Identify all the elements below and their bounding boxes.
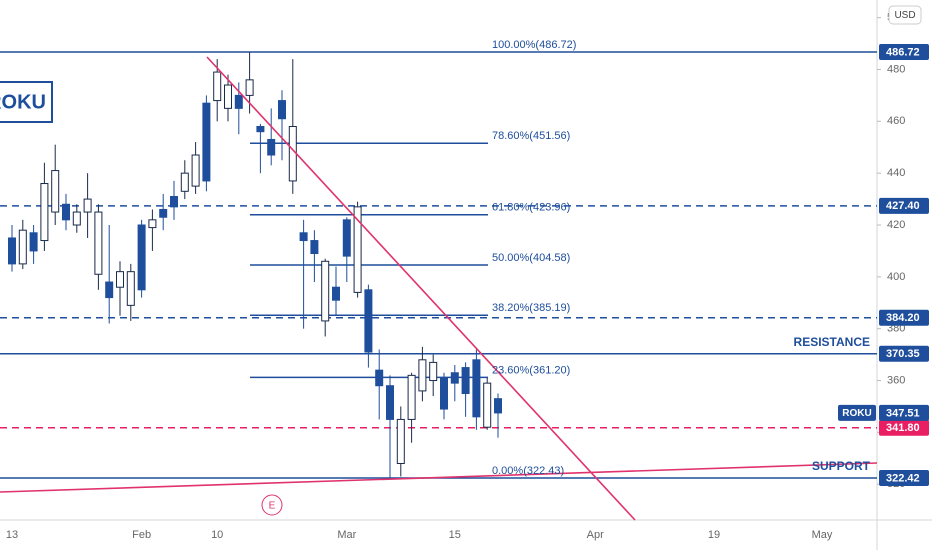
currency-button[interactable]: [888, 5, 922, 25]
candle-body: [299, 232, 308, 242]
y-tick-label: 420: [887, 219, 905, 231]
currency-label[interactable]: USD: [894, 10, 915, 21]
price-badge-label: 427.40: [886, 200, 920, 212]
candle-body: [94, 211, 103, 275]
candle-body: [137, 224, 146, 291]
support-trend-line: [0, 462, 878, 493]
candle-body: [364, 289, 373, 353]
candle-body: [170, 195, 178, 208]
fib-label: 38.20%(385.19): [492, 302, 570, 314]
fib-label: 78.60%(451.56): [492, 130, 570, 142]
y-tick-label: 440: [887, 167, 905, 179]
candle-body: [148, 219, 157, 229]
fib-label: 50.00%(404.58): [492, 252, 570, 264]
candle-body: [418, 359, 427, 392]
candle-body: [321, 260, 330, 322]
candle-body: [288, 126, 297, 182]
candle-body: [159, 208, 168, 218]
fib-label: 23.60%(361.20): [492, 364, 570, 376]
x-tick-label: 15: [449, 529, 461, 541]
price-badge: [879, 44, 929, 61]
symbol-badge: [838, 404, 876, 421]
candle-body: [40, 183, 49, 242]
last-price-label: 347.51: [886, 407, 920, 419]
candle-body: [461, 367, 470, 394]
price-badge-label: 322.42: [886, 472, 920, 484]
candle-body: [18, 229, 27, 265]
symbol-badge-label: ROKU: [842, 408, 871, 419]
event-marker[interactable]: [261, 494, 283, 516]
x-tick-label: 10: [211, 529, 223, 541]
candle-body: [191, 154, 200, 187]
last-price-badge: [879, 404, 929, 421]
candle-body: [62, 203, 70, 221]
candle-body: [375, 369, 384, 387]
candle-body: [245, 79, 254, 96]
candle-body: [126, 271, 135, 306]
candle-body: [234, 94, 243, 109]
candle-body: [494, 398, 502, 414]
x-tick-label: Apr: [587, 529, 604, 541]
candle-body: [396, 418, 405, 464]
candle-body: [202, 102, 211, 182]
candle-body: [407, 374, 416, 420]
candle-body: [51, 170, 60, 213]
price-badge: [879, 197, 929, 214]
symbol-box: [0, 81, 53, 123]
candle-body: [224, 84, 232, 109]
candle-body: [256, 126, 265, 133]
y-tick-label: 360: [887, 374, 905, 386]
price-badge-label: 486.72: [886, 46, 920, 58]
x-tick-label: 19: [708, 529, 720, 541]
candle-body: [105, 281, 114, 299]
price-badge: [879, 309, 929, 326]
x-tick-label: Mar: [337, 529, 356, 541]
candle-body: [180, 172, 189, 192]
price-badge-label: 384.20: [886, 312, 920, 324]
candle-body: [310, 240, 319, 255]
candle-body: [8, 237, 16, 265]
candle-body: [332, 286, 340, 301]
x-tick-label: May: [812, 529, 833, 541]
candle-body: [267, 138, 276, 156]
axis-layer: 32034036038040042044046048050013Feb10Mar…: [6, 12, 929, 541]
candle-body: [483, 382, 492, 428]
candle-body: [72, 211, 81, 226]
price-badge-label: 341.80: [886, 422, 920, 434]
fib-label: 0.00%(322.43): [492, 465, 564, 477]
price-badge: [879, 345, 929, 362]
candle-body: [29, 232, 38, 252]
symbol-label: ROKU: [0, 91, 46, 113]
candle-body: [472, 359, 481, 418]
resistance-label: RESISTANCE: [794, 335, 870, 349]
candle-body: [213, 71, 222, 102]
fib-label: 100.00%(486.72): [492, 39, 576, 51]
candle-body: [386, 385, 394, 420]
downtrend-line: [206, 56, 636, 521]
price-badge-label: 370.35: [886, 348, 920, 360]
event-marker-label[interactable]: E: [269, 501, 276, 512]
x-tick-label: Feb: [132, 529, 151, 541]
candle-body: [450, 372, 459, 384]
candle-body: [342, 219, 351, 257]
x-tick-label: 13: [6, 529, 18, 541]
candle-body: [353, 206, 362, 293]
candle-body: [429, 361, 438, 382]
y-tick-label: 480: [887, 63, 905, 75]
candle-body: [116, 271, 124, 288]
text-layer: 100.00%(486.72) 78.60%(451.56) 61.80%(423.…: [492, 39, 576, 477]
support-label: SUPPORT: [812, 459, 871, 473]
y-tick-label: 460: [887, 115, 905, 127]
price-badge: [879, 469, 929, 486]
candle-body: [440, 377, 448, 410]
price-badge: [879, 419, 929, 436]
y-tick-label: 400: [887, 271, 905, 283]
fib-label: 61.80%(423.96): [492, 202, 570, 214]
candle-body: [278, 100, 286, 120]
candle-body: [83, 198, 92, 213]
